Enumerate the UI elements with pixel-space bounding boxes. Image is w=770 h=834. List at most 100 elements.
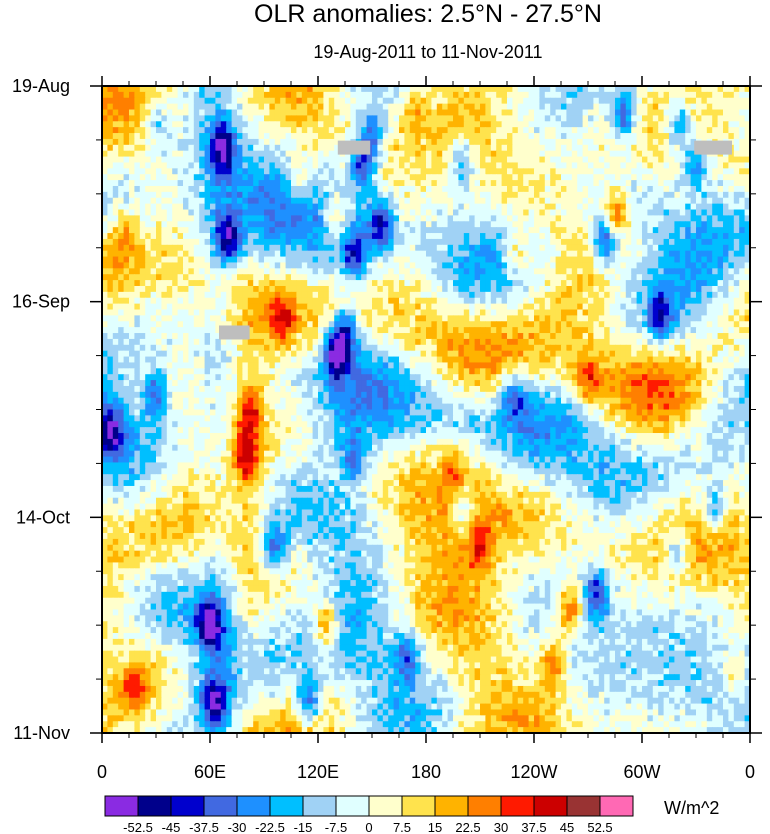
field-cell [172,233,179,240]
field-cell [247,262,254,269]
field-cell [204,303,211,311]
field-cell [507,97,513,105]
field-cell [231,168,238,175]
field-cell [285,185,292,193]
field-cell [458,297,465,305]
field-cell [512,244,519,252]
field-cell [388,185,395,193]
field-cell [507,315,513,322]
field-cell [620,109,627,117]
field-cell [463,109,470,117]
field-cell [139,86,146,93]
field-cell [210,280,216,287]
field-cell [328,86,335,93]
field-cell [323,109,330,117]
field-cell [150,115,157,122]
field-cell [706,221,713,228]
field-cell [253,103,260,111]
field-cell [139,303,146,311]
field-cell [712,297,719,305]
field-cell [577,86,584,93]
field-cell [733,309,740,316]
field-cell [220,168,227,175]
field-cell [604,309,611,316]
field-cell [253,185,260,193]
field-cell [636,321,643,328]
field-cell [523,321,530,328]
field-cell [706,156,713,164]
field-cell [177,180,184,187]
field-cell [517,221,524,228]
field-cell [393,238,400,246]
field-cell [150,309,157,316]
field-cell [706,103,713,111]
field-cell [123,297,130,305]
field-cell [210,127,216,134]
field-cell [523,86,530,93]
field-cell [372,203,378,211]
field-cell [625,250,632,258]
field-cell [166,115,173,122]
field-cell [588,238,594,246]
field-cell [631,103,638,111]
field-cell [550,238,557,246]
field-cell [237,162,243,169]
field-cell [582,215,589,222]
field-cell [366,244,373,252]
field-cell [550,191,557,199]
field-cell [723,297,729,305]
field-cell [220,309,227,316]
field-cell [728,250,735,258]
field-cell [528,268,535,275]
field-cell [285,127,292,134]
field-cell [183,303,189,311]
field-cell [496,227,503,234]
field-cell [663,321,670,328]
field-cell [253,197,260,205]
field-cell [436,115,443,122]
field-cell [642,215,648,222]
field-cell [620,97,627,105]
field-cell [744,244,750,252]
field-cell [193,174,200,181]
field-cell [474,191,481,199]
field-cell [415,221,422,228]
field-cell [204,150,211,158]
field-cell [188,233,195,240]
field-cell [658,138,665,146]
field-cell [372,321,378,328]
field-cell [652,121,659,128]
field-cell [669,103,675,111]
field-cell [566,280,573,287]
field-cell [150,150,157,158]
field-cell [469,309,476,316]
field-cell [679,221,686,228]
field-cell [669,209,675,216]
field-cell [102,297,108,305]
field-cell [723,215,729,222]
field-cell [442,262,449,269]
field-cell [636,133,643,140]
field-cell [183,291,189,299]
field-cell [107,115,114,122]
field-cell [490,285,497,293]
field-cell [247,209,254,216]
field-cell [177,174,184,181]
field-cell [123,321,130,328]
field-cell [112,268,119,275]
field-cell [442,109,449,117]
field-cell [577,285,584,293]
field-cell [463,91,470,99]
field-cell [620,185,627,193]
field-cell [717,244,724,252]
field-cell [706,203,713,211]
field-cell [177,215,184,222]
field-cell [647,250,654,258]
field-cell [474,109,481,117]
field-cell [517,162,524,169]
field-cell [642,256,648,264]
field-cell [339,209,346,216]
field-cell [366,103,373,111]
field-cell [717,168,724,175]
field-cell [642,191,648,199]
